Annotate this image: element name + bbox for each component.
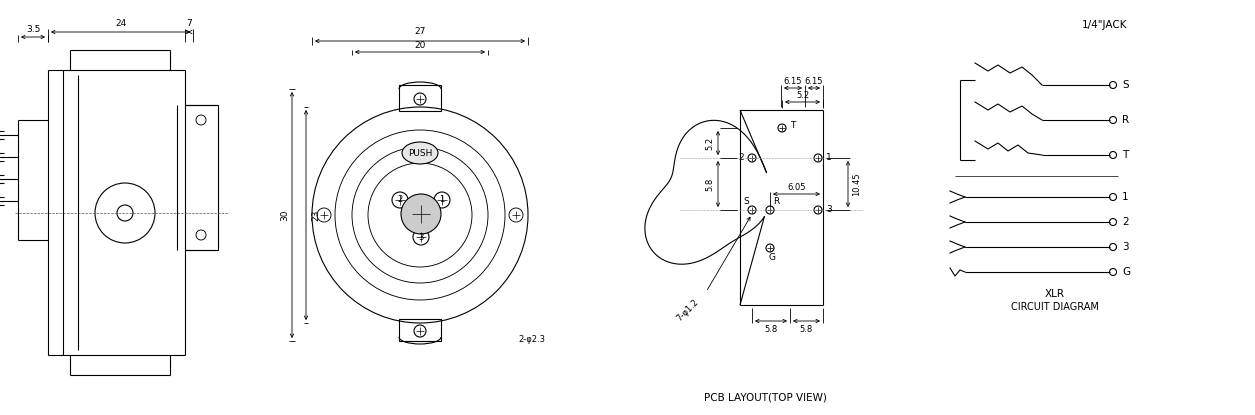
Text: 2: 2	[1122, 217, 1128, 227]
Text: T: T	[1122, 150, 1128, 160]
Text: 1/4"JACK: 1/4"JACK	[1082, 20, 1128, 30]
Text: 1: 1	[826, 154, 832, 163]
Text: 3.5: 3.5	[26, 25, 40, 34]
Text: 3: 3	[418, 232, 424, 242]
Text: 3: 3	[1122, 242, 1128, 252]
Text: 24: 24	[115, 20, 126, 29]
Text: R: R	[773, 198, 779, 207]
Text: 2: 2	[738, 154, 744, 163]
Text: CIRCUIT DIAGRAM: CIRCUIT DIAGRAM	[1012, 302, 1099, 312]
Text: 5.2: 5.2	[796, 90, 809, 100]
Text: 30: 30	[281, 209, 290, 221]
Text: 1: 1	[1122, 192, 1128, 202]
Text: R: R	[1122, 115, 1130, 125]
Text: 6.15: 6.15	[784, 76, 802, 85]
Text: 7-φ1.2: 7-φ1.2	[675, 297, 700, 323]
Text: 10.45: 10.45	[852, 172, 861, 196]
Text: PUSH: PUSH	[408, 149, 432, 158]
Text: 7: 7	[186, 20, 192, 29]
Text: 27: 27	[414, 27, 425, 37]
Text: 5.8: 5.8	[705, 177, 714, 190]
Ellipse shape	[402, 142, 438, 164]
Text: 23: 23	[311, 209, 320, 221]
Text: XLR: XLR	[1045, 289, 1065, 299]
Text: 6.05: 6.05	[787, 183, 806, 191]
Text: 5.2: 5.2	[705, 137, 714, 149]
Bar	[399, 319, 441, 341]
Text: 2: 2	[398, 195, 403, 205]
Text: 5.8: 5.8	[764, 325, 778, 334]
Text: 5.8: 5.8	[799, 325, 813, 334]
Circle shape	[402, 194, 441, 234]
Text: S: S	[743, 198, 749, 207]
Text: S: S	[1122, 80, 1128, 90]
Text: G: G	[768, 252, 776, 261]
Text: T: T	[789, 122, 796, 130]
Text: 3: 3	[826, 205, 832, 215]
Text: 2-φ2.3: 2-φ2.3	[518, 334, 545, 344]
Text: 20: 20	[414, 41, 425, 49]
Bar	[399, 85, 441, 111]
Text: PCB LAYOUT(TOP VIEW): PCB LAYOUT(TOP VIEW)	[704, 392, 827, 402]
Text: G: G	[1122, 267, 1130, 277]
Text: 6.15: 6.15	[804, 76, 823, 85]
Text: 1: 1	[439, 195, 444, 205]
